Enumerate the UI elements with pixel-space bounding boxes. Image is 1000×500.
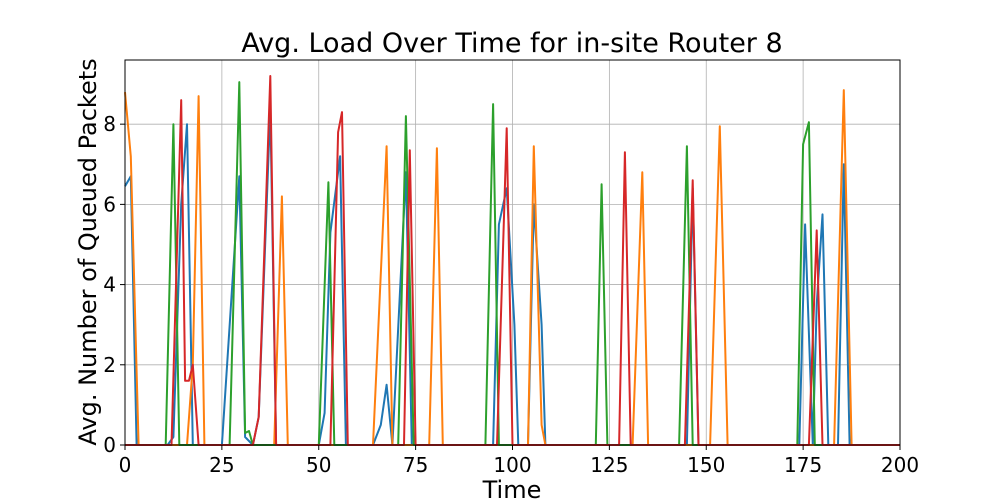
x-tick-label: 125: [590, 453, 628, 477]
y-tick-label: 6: [103, 192, 116, 216]
x-tick-label: 75: [403, 453, 428, 477]
x-tick-label: 25: [209, 453, 234, 477]
x-axis: 0 25 50 75 100 125 150 175 200: [119, 445, 919, 477]
x-tick-label: 200: [881, 453, 919, 477]
series-line-2: [124, 89, 900, 446]
x-tick-label: 175: [784, 453, 822, 477]
x-tick-label: 50: [306, 453, 331, 477]
y-tick-label: 0: [103, 433, 116, 457]
x-tick-label: 150: [687, 453, 725, 477]
y-tick-label: 4: [103, 273, 116, 297]
y-tick-label: 2: [103, 353, 116, 377]
y-tick-label: 8: [103, 112, 116, 136]
chart-title: Avg. Load Over Time for in-site Router 8: [241, 28, 782, 59]
y-axis-label: Avg. Number of Queued Packets: [74, 58, 102, 445]
y-axis: 0 2 4 6 8: [103, 112, 125, 457]
x-tick-label: 100: [493, 453, 531, 477]
x-tick-label: 0: [119, 453, 132, 477]
x-axis-label: Time: [482, 476, 542, 500]
